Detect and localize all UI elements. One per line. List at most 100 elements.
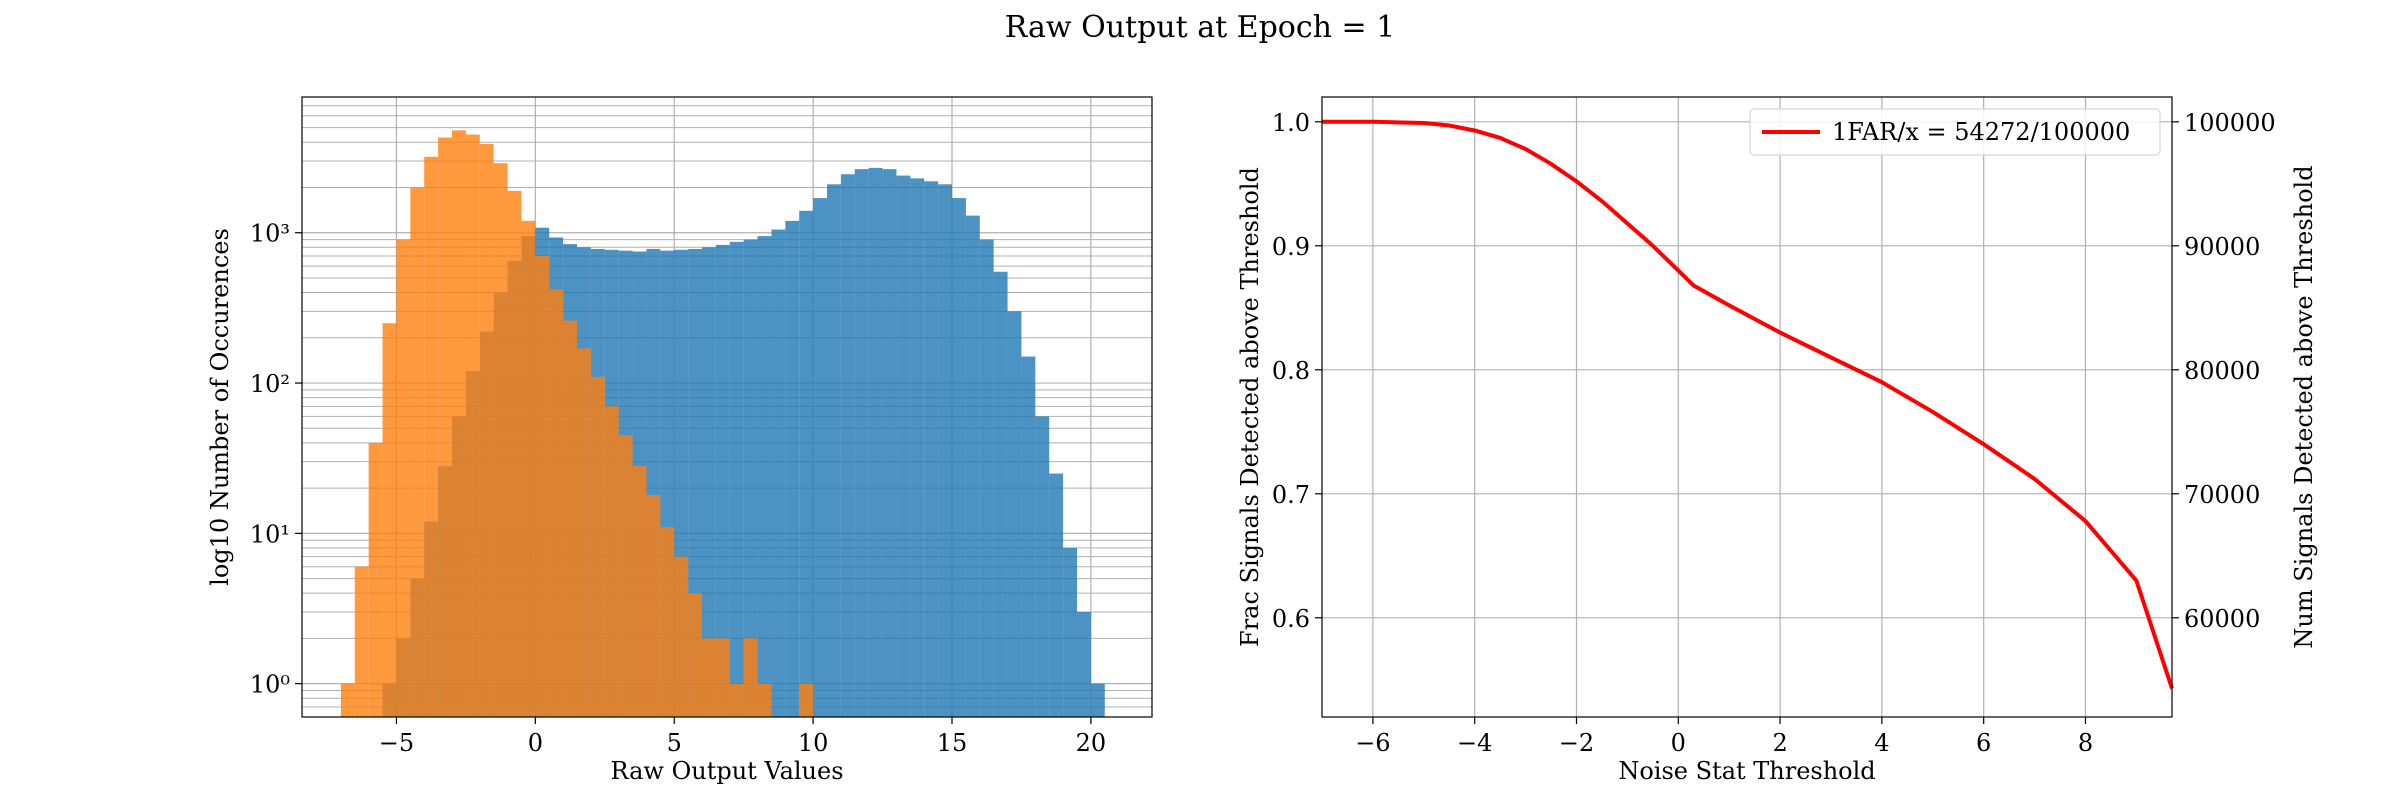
histogram-bar-series-2 (465, 134, 480, 718)
line-chart-x-tick-label: 8 (2078, 729, 2093, 757)
histogram-bar-series-1 (1077, 611, 1091, 717)
histogram-bar-series-1 (743, 239, 758, 718)
histogram-bar-series-1 (729, 241, 744, 717)
histogram-bar-series-2 (757, 683, 772, 717)
line-chart-right-y-tick-label: 100000 (2184, 109, 2276, 137)
histogram-bar-series-1 (1021, 356, 1036, 717)
histogram-bar-series-1 (854, 169, 869, 717)
histogram-bar-series-1 (882, 169, 897, 717)
line-chart-y-tick-label: 0.6 (1272, 605, 1310, 633)
detection-curve (1322, 119, 2174, 690)
line-chart-x-axis-label: Noise Stat Threshold (1618, 757, 1875, 785)
histogram-bar-series-2 (577, 348, 591, 717)
histogram-bar-series-2 (702, 638, 716, 717)
figure-title: Raw Output at Epoch = 1 (1004, 10, 1396, 45)
histogram-bar-series-2 (452, 130, 466, 717)
histogram-x-tick-label: 20 (1076, 729, 1107, 757)
histogram-x-ticks: −5 0 5 10 15 20 (379, 717, 1106, 757)
histogram-axes-frame (301, 96, 1153, 718)
histogram-bar-series-2 (340, 683, 355, 717)
histogram-bar-series-1 (799, 210, 814, 717)
histogram-bar-series-1 (1063, 547, 1077, 717)
histogram-bar-series-2 (493, 163, 508, 717)
line-chart-x-tick-label: 6 (1976, 729, 1991, 757)
histogram-bar-series-2 (354, 566, 369, 717)
histogram-bar-series-2 (382, 323, 397, 717)
line-chart-right-y-tick-label: 90000 (2184, 233, 2260, 261)
histogram-x-axis-label: Raw Output Values (610, 757, 843, 785)
line-chart-right-y-tick-label: 70000 (2184, 481, 2260, 509)
histogram-y-ticks: 10⁰ 10¹ 10² 10³ (250, 220, 302, 699)
line-chart-axes-frame (1321, 96, 2173, 718)
histogram-bar-series-1 (702, 247, 716, 717)
line-chart-right-y-ticks: 60000 70000 80000 90000 100000 (2172, 109, 2276, 633)
legend: 1FAR/x = 54272/100000 (1749, 108, 2161, 156)
histogram-y-tick-label: 10⁰ (250, 671, 290, 699)
histogram-bar-series-1 (813, 198, 827, 717)
histogram-bar-series-1 (840, 174, 855, 717)
histogram-bar-series-2 (396, 239, 411, 718)
line-chart-x-tick-label: −2 (1559, 729, 1594, 757)
histogram-y-tick-label: 10² (250, 370, 290, 398)
legend-label: 1FAR/x = 54272/100000 (1832, 118, 2130, 146)
histogram-bar-series-2 (674, 556, 689, 717)
histogram-bar-series-1 (952, 198, 966, 717)
histogram-bar-series-1 (1049, 473, 1064, 717)
histogram-chart: −5 0 5 10 15 20 10⁰ 10¹ 10² 10³ Raw Output Value… (206, 96, 1153, 785)
histogram-bar-series-2 (715, 638, 730, 717)
line-chart-right-y-tick-label: 80000 (2184, 357, 2260, 385)
line-chart-y-tick-label: 0.9 (1272, 233, 1310, 261)
histogram-bar-series-2 (368, 442, 383, 717)
line-chart-x-tick-label: −6 (1355, 729, 1390, 757)
histogram-bar-series-2 (729, 683, 744, 717)
line-chart-x-tick-label: 2 (1772, 729, 1787, 757)
line-chart-right-y-tick-label: 60000 (2184, 605, 2260, 633)
histogram-bar-series-2 (799, 683, 814, 717)
histogram-bar-series-2 (438, 137, 452, 718)
histogram-bar-series-1 (757, 236, 772, 717)
histogram-bar-series-2 (688, 593, 702, 717)
histogram-bar-series-2 (507, 190, 522, 717)
histogram-bar-series-2 (590, 376, 605, 717)
line-chart-x-tick-label: 0 (1671, 729, 1686, 757)
histogram-bar-series-2 (563, 320, 577, 717)
histogram-y-tick-label: 10³ (250, 220, 290, 248)
line-chart-x-ticks: −6 −4 −2 0 2 4 6 8 (1355, 717, 2093, 757)
histogram-bar-series-2 (660, 527, 675, 717)
line-chart-x-tick-label: −4 (1457, 729, 1492, 757)
histogram-bar-series-1 (924, 181, 939, 717)
histogram-bar-series-1 (896, 175, 911, 717)
legend-box (1749, 108, 2161, 156)
histogram-y-axis-label: log10 Number of Occurences (206, 228, 234, 586)
histogram-y-tick-label: 10¹ (250, 520, 290, 548)
line-chart-right-y-axis-label: Num Signals Detected above Threshold (2290, 165, 2318, 648)
detection-line-chart: −6 −4 −2 0 2 4 6 8 0.6 0.7 0.8 0.9 1.0 60000 70000 80… (1236, 96, 2318, 785)
histogram-bar-series-1 (868, 167, 883, 717)
histogram-bar-series-2 (424, 156, 439, 717)
histogram-bar-series-1 (715, 244, 730, 717)
histogram-bar-series-2 (549, 289, 564, 717)
histogram-x-tick-label: 5 (667, 729, 682, 757)
histogram-bar-series-2 (646, 494, 661, 717)
line-chart-y-tick-label: 0.8 (1272, 357, 1310, 385)
line-chart-grid (1322, 97, 2172, 717)
line-chart-y-axis-label: Frac Signals Detected above Threshold (1236, 167, 1264, 647)
histogram-bar-series-1 (1090, 683, 1105, 717)
histogram-bar-series-2 (632, 466, 647, 717)
line-chart-x-tick-label: 4 (1874, 729, 1889, 757)
histogram-bar-series-1 (1035, 416, 1050, 717)
histogram-bar-series-2 (743, 638, 758, 717)
histogram-bar-series-2 (535, 256, 550, 717)
histogram-bar-series-1 (979, 239, 994, 718)
histogram-bar-series-1 (827, 184, 841, 717)
histogram-x-tick-label: 10 (798, 729, 829, 757)
histogram-bar-series-1 (938, 184, 952, 717)
histogram-bar-series-1 (785, 220, 800, 717)
histogram-bar-series-1 (993, 271, 1008, 717)
histogram-bar-series-2 (604, 406, 619, 717)
line-chart-y-ticks: 0.6 0.7 0.8 0.9 1.0 (1272, 109, 1322, 633)
histogram-x-tick-label: −5 (379, 729, 414, 757)
histogram-bar-series-1 (771, 229, 786, 717)
